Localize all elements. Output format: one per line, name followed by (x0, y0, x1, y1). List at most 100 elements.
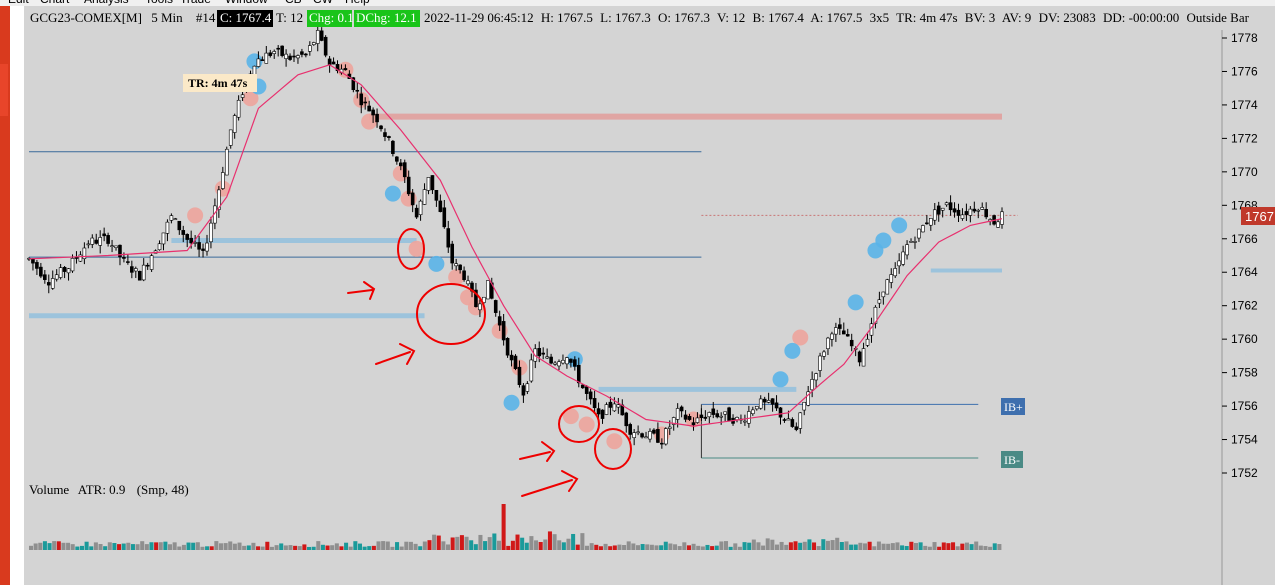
candle-body (553, 362, 557, 365)
header-high: H: 1767.5 (541, 10, 593, 25)
candle-body (363, 101, 367, 104)
price-axis[interactable]: 1778177617741772177017681766176417621760… (1221, 30, 1258, 585)
volume-bar (274, 545, 279, 550)
menu-item-edit[interactable]: Edit (8, 0, 29, 6)
candle-body (956, 209, 961, 216)
volume-bar (941, 542, 946, 550)
candle-body (925, 222, 929, 225)
volume-bar (418, 546, 423, 550)
left-toolbar-tab[interactable] (0, 64, 8, 116)
volume-bar (974, 541, 979, 550)
volume-bar (761, 545, 766, 550)
header-bar-number: #14 (196, 10, 216, 25)
volume-bar (163, 541, 168, 550)
candle-body (94, 239, 99, 244)
candle-body (541, 352, 545, 355)
volume-bar (98, 544, 103, 550)
candle-body (664, 428, 668, 445)
menu-item-chart[interactable]: Chart (40, 0, 69, 6)
candle-body (881, 291, 886, 298)
red-volume-marker (187, 207, 204, 224)
volume-bar (927, 546, 932, 550)
volume-bar (724, 541, 729, 550)
candle-body (221, 172, 225, 189)
volume-bar (561, 542, 566, 550)
volume-bar (251, 542, 256, 550)
volume-bar (381, 541, 386, 550)
volume-bar (918, 542, 923, 550)
volume-bar (793, 541, 798, 550)
candle-body (450, 243, 455, 264)
volume-bar (404, 541, 409, 550)
volume-bar (733, 543, 738, 550)
svg-text:2022-11-29 06:45:12 H:: 2022-11-29 06:45:12 H: 1767.5 L: 1767.3 … (424, 10, 1250, 25)
candles (27, 24, 1004, 449)
price-chart[interactable]: 1778177617741772177017681766176417621760… (24, 6, 1275, 585)
volume-bar (524, 542, 529, 550)
header-bar-size: 3x5 (870, 10, 890, 25)
menu-item-tools[interactable]: Tools (145, 0, 173, 6)
volume-bar (580, 533, 585, 550)
volume-bar (876, 541, 881, 550)
candle-body (387, 136, 391, 139)
volume-bar (469, 540, 474, 550)
volume-bar (798, 542, 803, 550)
candle-body (486, 280, 490, 300)
volume-bar (223, 543, 228, 550)
candle-body (308, 45, 312, 52)
volume-bar (339, 546, 344, 550)
candle-body (936, 205, 941, 215)
menu-item-window[interactable]: Window (225, 0, 268, 6)
annotations (347, 228, 632, 497)
volume-bar (52, 541, 57, 550)
candle-body (276, 47, 280, 50)
candle-body (822, 351, 826, 357)
candle-body (442, 207, 447, 228)
volume-bar (89, 546, 94, 550)
candle-body (747, 411, 751, 424)
candle-body (224, 148, 229, 176)
volume-bar (395, 542, 400, 550)
candle-body (327, 58, 332, 65)
candle-body (205, 242, 209, 252)
candle-body (371, 109, 375, 116)
volume-bar (700, 546, 705, 550)
candle-body (315, 30, 320, 44)
volume-bar (441, 541, 446, 550)
menu-item-analysis[interactable]: Analysis (84, 0, 129, 6)
menu-item-cw[interactable]: CW (313, 0, 333, 6)
candle-body (173, 218, 178, 220)
candle-body (462, 270, 466, 280)
menu-item-trade[interactable]: Trade (180, 0, 211, 6)
candle-body (877, 299, 882, 304)
volume-bar (399, 546, 404, 550)
price-tag-text: 1767 (1245, 209, 1274, 224)
volume-bar (520, 537, 525, 550)
candle-body (944, 202, 949, 206)
chart-area[interactable]: 1778 1776 1774 1772 1770 1768 1766 1764 1762 1760… (24, 6, 1275, 585)
candle-body (217, 189, 221, 210)
candle-body (236, 99, 241, 118)
volume-bar (835, 537, 840, 550)
volume-bar (932, 542, 937, 550)
volume-markers (187, 53, 908, 450)
candle-body (66, 268, 71, 274)
volume-bar (385, 541, 390, 550)
candle-body (521, 385, 526, 396)
volume-bar (649, 544, 654, 550)
candle-body (359, 93, 364, 106)
candle-body (656, 429, 660, 443)
candle-body (679, 406, 684, 412)
red-volume-marker (242, 90, 259, 107)
menu-bar[interactable]: Edit Chart Analysis Tools Trade Window CB CW Hel… (0, 0, 1275, 6)
volume-bar (371, 545, 376, 550)
header-bid: B: 1767.4 (753, 10, 805, 25)
menu-item-cb[interactable]: CB (285, 0, 302, 6)
menu-item-help[interactable]: Help (345, 0, 370, 6)
volume-bar (747, 542, 752, 550)
price-tick-label: 1760 (1231, 332, 1258, 346)
volume-bar (784, 544, 789, 550)
candle-body (335, 64, 340, 72)
candle-body (841, 330, 846, 335)
volume-bar (357, 543, 362, 550)
